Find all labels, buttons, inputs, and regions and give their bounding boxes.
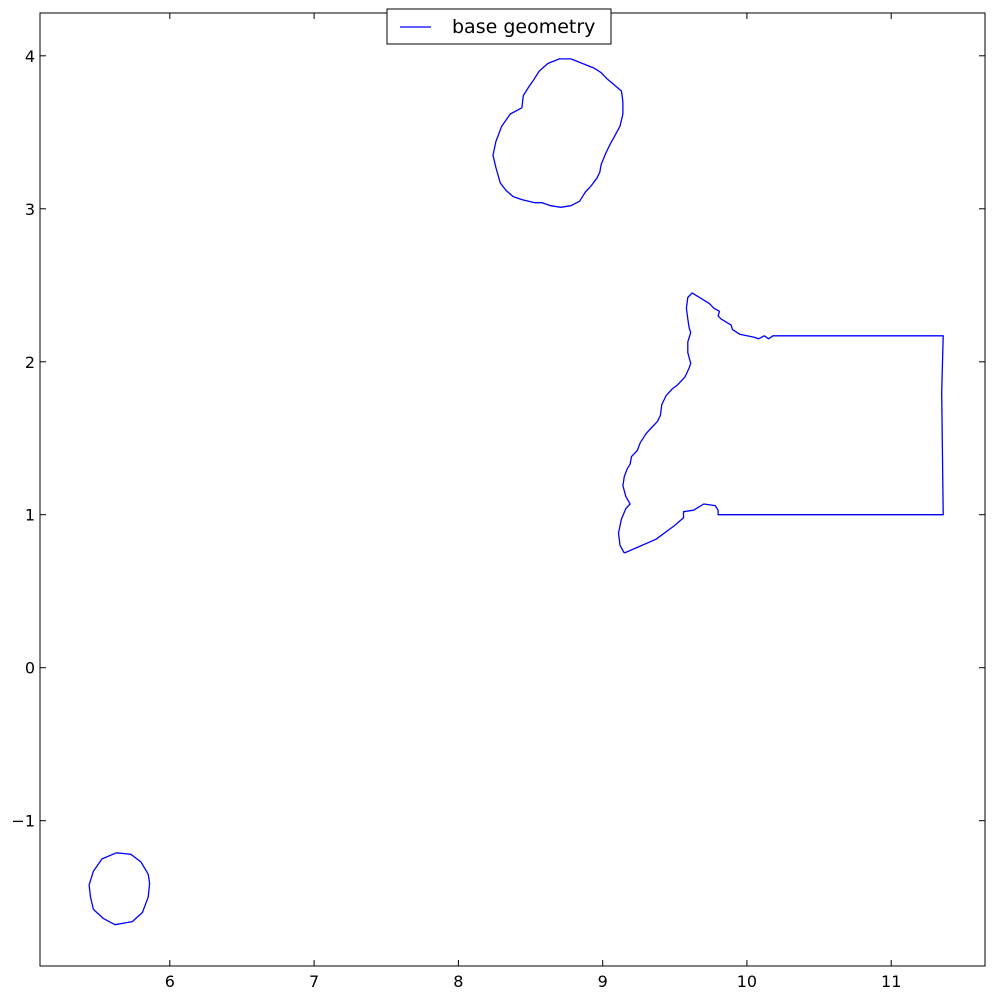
legend-label: base geometry bbox=[452, 16, 595, 38]
y-tick-label: 2 bbox=[25, 353, 35, 372]
series-group bbox=[88, 58, 944, 926]
y-tick-label: 1 bbox=[25, 506, 35, 525]
x-tick-label: 6 bbox=[165, 972, 175, 991]
x-tick-label: 9 bbox=[598, 972, 608, 991]
tick-group bbox=[40, 13, 985, 966]
y-tick-label: −1 bbox=[11, 812, 35, 831]
y-tick-label: 3 bbox=[25, 200, 35, 219]
tick-label-group: 6 7 8 9 10 11 −1 0 1 2 3 4 bbox=[11, 47, 901, 991]
series-outline-1 bbox=[492, 58, 624, 208]
x-tick-label: 11 bbox=[881, 972, 901, 991]
x-tick-label: 10 bbox=[737, 972, 757, 991]
legend: base geometry bbox=[386, 8, 612, 45]
y-tick-label: 4 bbox=[25, 47, 35, 66]
x-tick-label: 8 bbox=[453, 972, 463, 991]
plot-area bbox=[40, 13, 985, 966]
x-tick-label: 7 bbox=[309, 972, 319, 991]
series-outline-3 bbox=[88, 852, 151, 926]
series-outline-2 bbox=[617, 292, 944, 554]
y-tick-label: 0 bbox=[25, 659, 35, 678]
